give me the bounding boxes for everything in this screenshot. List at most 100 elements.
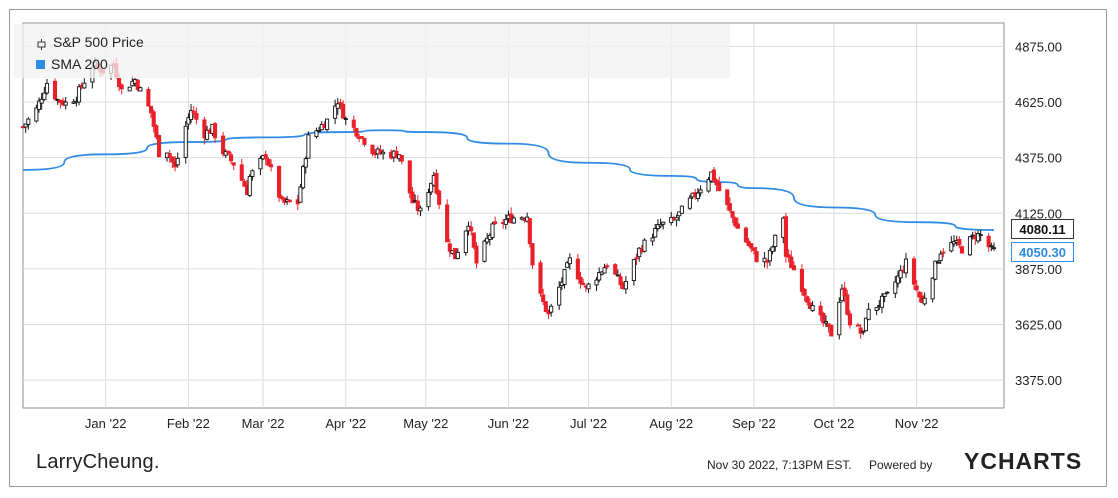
candle-down (575, 258, 580, 280)
y-axis: 4875.00 4625.00 4375.00 4125.00 3875.00 3625.… (1015, 39, 1062, 388)
candle-down (829, 324, 834, 337)
candle-up (586, 283, 591, 290)
candle-up (485, 237, 490, 243)
candle-up (82, 82, 87, 89)
ycharts-logo[interactable]: YCHARTS (964, 448, 1082, 475)
candle-up (23, 123, 28, 128)
candle-down (821, 312, 826, 324)
candle-up (885, 291, 890, 294)
candle-up (183, 125, 188, 158)
candle-up (695, 192, 700, 199)
x-tick-label: Sep '22 (732, 416, 776, 431)
candle-up (594, 279, 599, 286)
y-tick-label: 3875.00 (1015, 262, 1062, 277)
candle-up (930, 277, 935, 300)
candle-up (317, 130, 322, 132)
candle-down (263, 154, 268, 160)
candle-down (730, 211, 735, 218)
candle-down (727, 203, 732, 211)
candle-up (42, 92, 47, 101)
candle-down (167, 153, 172, 158)
candle-down (445, 204, 450, 243)
candle-up (127, 86, 132, 92)
legend-item-price[interactable]: S&P 500 Price (36, 34, 144, 50)
candle-down (711, 169, 716, 182)
x-tick-label: Jul '22 (570, 416, 607, 431)
candle-down (469, 226, 474, 232)
candle-up (426, 192, 431, 208)
candle-down (527, 218, 532, 245)
candle-down (618, 276, 623, 286)
x-tick-label: Apr '22 (325, 416, 366, 431)
candle-down (354, 128, 359, 137)
candle-down (229, 154, 234, 162)
candle-down (493, 221, 498, 224)
price-last-value: 4080.11 (1019, 221, 1066, 237)
candle-down (434, 172, 439, 194)
candle-up (562, 269, 567, 285)
candle-up (306, 134, 311, 159)
candle-up (967, 236, 973, 256)
candle-down (791, 265, 796, 271)
candle-down (341, 103, 346, 119)
candle-up (975, 233, 981, 242)
candle-down (279, 196, 284, 199)
y-tick-label: 4625.00 (1015, 95, 1062, 110)
candle-down (242, 181, 247, 187)
price-last-value-badge: 4080.11 (1011, 219, 1074, 239)
candle-up (511, 217, 516, 224)
candle-down (842, 287, 847, 297)
candle-down (407, 160, 412, 194)
candle-up (938, 253, 943, 262)
candle-down (754, 251, 759, 263)
candle-down (399, 155, 404, 162)
candle-up (247, 175, 252, 196)
x-tick-label: Nov '22 (895, 416, 939, 431)
candle-up (335, 103, 340, 109)
candle-down (119, 84, 124, 90)
candle-up (175, 157, 180, 166)
candle-up (706, 178, 711, 192)
candle-down (986, 235, 991, 248)
candle-up (687, 197, 692, 209)
candle-up (138, 87, 143, 92)
candle-down (156, 134, 162, 158)
candle-down (733, 217, 738, 227)
candle-up (519, 217, 524, 220)
candle-up (482, 240, 487, 262)
candle-up (189, 110, 194, 121)
candle-up (989, 245, 994, 248)
candle-down (717, 182, 722, 192)
candle-up (863, 317, 869, 332)
candle-down (805, 296, 810, 303)
candle-down (911, 258, 917, 285)
legend-sma-label: SMA 200 (51, 56, 108, 72)
x-tick-label: Oct '22 (814, 416, 855, 431)
y-tick-label: 4875.00 (1015, 39, 1062, 54)
candle-down (146, 89, 151, 107)
candle-up (655, 224, 660, 230)
candle-down (786, 254, 791, 258)
candle-down (239, 164, 244, 181)
candle-down (226, 150, 231, 155)
ycharts-logo-text: YCHARTS (964, 448, 1083, 474)
candle-up (333, 105, 338, 119)
candle-down (751, 247, 756, 251)
candle-down (221, 135, 226, 155)
candle-down (530, 243, 535, 266)
candle-up (978, 234, 983, 236)
candle-up (661, 221, 666, 225)
y-tick-label: 4125.00 (1015, 206, 1062, 221)
candle-up (949, 242, 954, 252)
candle-up (637, 247, 642, 258)
candle-down (789, 256, 794, 269)
legend-item-sma[interactable]: SMA 200 (36, 56, 108, 72)
legend-price-label: S&P 500 Price (53, 34, 144, 50)
legend: S&P 500 Price SMA 200 (14, 24, 730, 78)
candle-up (34, 107, 39, 122)
sma-swatch-icon (36, 59, 45, 69)
candle-down (855, 324, 861, 327)
candle-up (893, 281, 898, 294)
candle-down (735, 223, 740, 229)
